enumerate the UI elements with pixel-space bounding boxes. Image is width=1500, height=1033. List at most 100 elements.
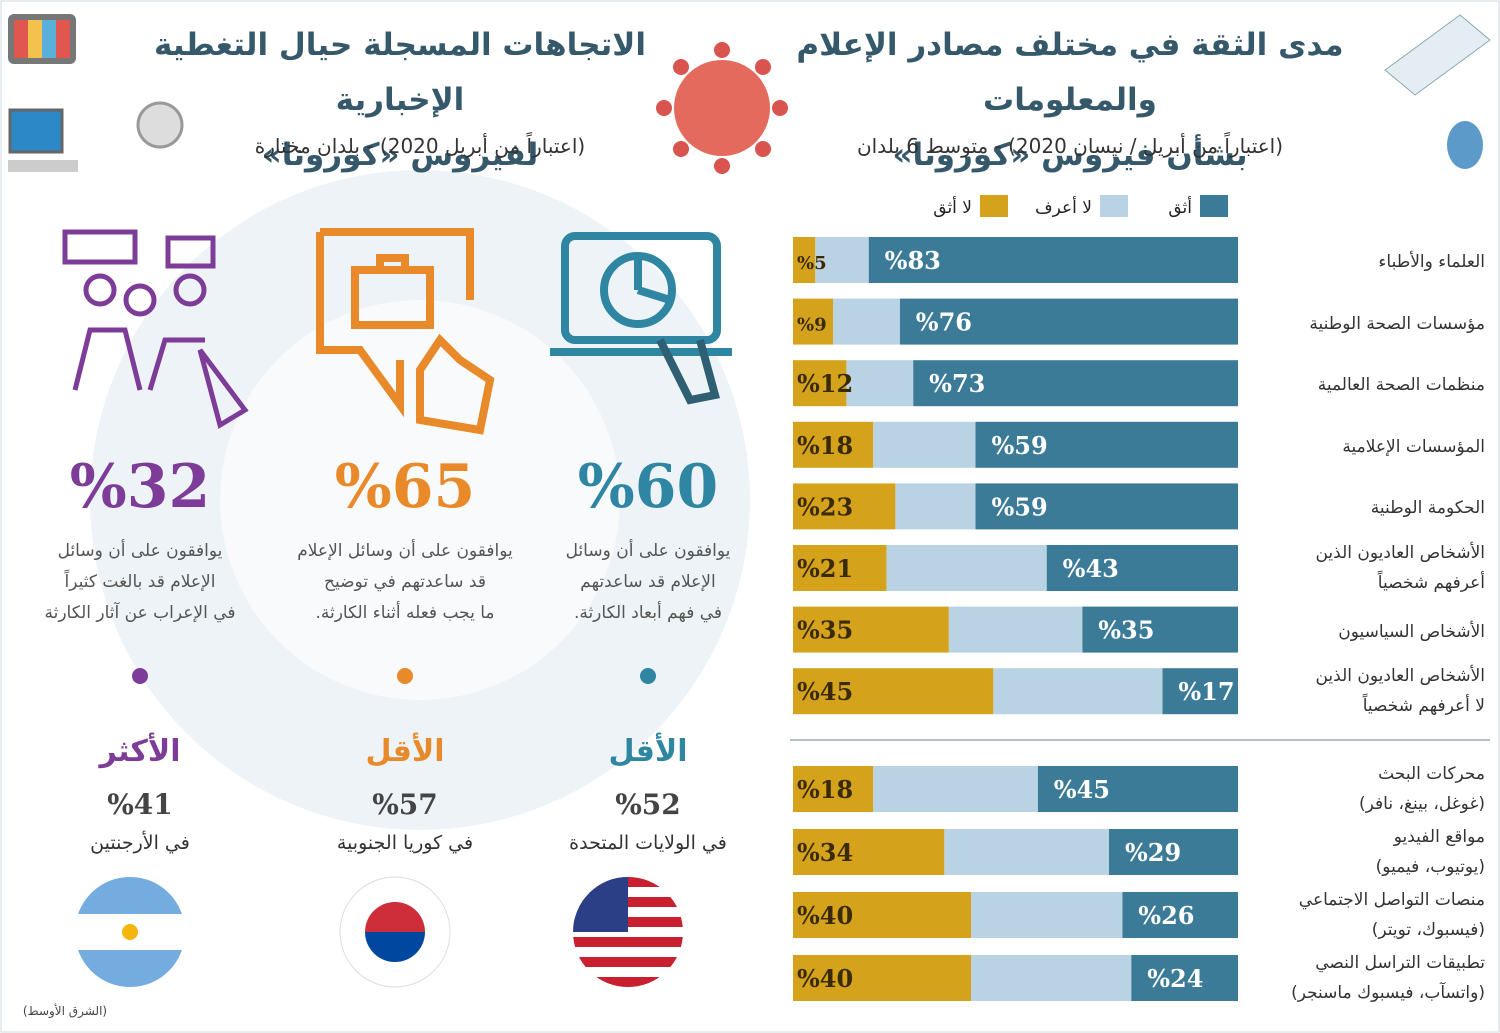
legend-label: لا أثق	[933, 196, 972, 218]
category-label: محركات البحث (غوغل، بينغ، نافر)	[1359, 764, 1485, 814]
value-label: %40	[797, 901, 853, 930]
bar-segment	[793, 421, 874, 468]
bar-segment	[793, 360, 847, 407]
category-label: الحكومة الوطنية	[1370, 498, 1485, 519]
stat-rank: الأكثر	[99, 734, 181, 769]
click-icon	[316, 228, 495, 435]
stat-rank: الأقل	[365, 734, 445, 769]
flag-canton	[573, 877, 628, 932]
dot	[640, 668, 656, 684]
country-name: في الأرجنتين	[90, 832, 190, 854]
left-subtitle: (اعتباراً من أبريل 2020) - بلدان مختارة	[254, 134, 586, 158]
bar-segment	[1131, 955, 1238, 1001]
legend-label: أثق	[1168, 196, 1192, 218]
value-label: %29	[1125, 838, 1181, 867]
category-label: تطبيقات التراسل النصي (واتسآب، فيسبوك ما…	[1291, 953, 1485, 1003]
laptop-icon	[550, 232, 732, 405]
country-value: %41	[107, 788, 173, 821]
bar-segment	[793, 483, 896, 530]
category-label: منصات التواصل الاجتماعي (فيسبوك، تويتر)	[1298, 890, 1485, 940]
category-label: المؤسسات الإعلامية	[1342, 436, 1485, 457]
bar-segment	[1082, 606, 1238, 653]
stat-text: يوافقون على أن وسائل الإعلام قد بالغت كث…	[44, 541, 236, 623]
value-label: %18	[797, 431, 853, 460]
category-label: الأشخاص العاديون الذين لا أعرفهم شخصياً	[1315, 666, 1485, 717]
bar-segment	[886, 545, 1047, 591]
webcam-icon	[136, 101, 184, 149]
value-label: %45	[1054, 775, 1110, 804]
value-label: %24	[1147, 964, 1203, 993]
value-label: %40	[797, 964, 853, 993]
dot	[397, 668, 413, 684]
bar-segment	[913, 360, 1238, 407]
value-label: %35	[1098, 616, 1154, 645]
stat-text: يوافقون على أن وسائل الإعلام قد ساعدتهم …	[297, 541, 513, 623]
tv-icon	[8, 14, 76, 64]
flag-stripe	[573, 977, 683, 987]
source: (الشرق الأوسط)	[22, 1004, 108, 1018]
value-label: %43	[1063, 554, 1119, 583]
bar-segment	[971, 892, 1123, 938]
bar-segment	[1122, 892, 1238, 938]
bar-segment	[1046, 545, 1238, 591]
category-label: الأشخاص العاديون الذين أعرفهم شخصياً	[1315, 543, 1485, 593]
stat-value: %60	[577, 452, 719, 522]
protest-icon	[62, 229, 249, 429]
bar-segment	[793, 545, 887, 591]
bar-segment	[793, 237, 816, 283]
value-label: %73	[929, 369, 985, 398]
legend-swatch	[1200, 195, 1228, 217]
dot	[132, 668, 148, 684]
flag-stripe	[573, 937, 683, 947]
right-subtitle: (اعتباراً من أبريل / نيسان 2020) - متوسط…	[856, 134, 1284, 158]
value-label: %34	[797, 838, 853, 867]
bar-segment	[793, 829, 945, 875]
legend-label: لا أعرف	[1035, 196, 1092, 218]
value-label: %83	[885, 246, 941, 275]
value-label: %76	[916, 308, 972, 337]
flag-taegeuk	[365, 902, 425, 932]
country-name: في كوريا الجنوبية	[336, 832, 474, 854]
stat-rank: الأقل	[608, 734, 688, 769]
value-label: %23	[797, 492, 853, 521]
category-label: العلماء والأطباء	[1378, 252, 1485, 272]
bar-segment	[993, 668, 1163, 715]
bar-segment	[944, 829, 1109, 875]
right-title: مدى الثقة في مختلف مصادر الإعلام والمعلو…	[796, 27, 1344, 173]
virus-icon	[656, 42, 788, 174]
bar-segment	[971, 955, 1132, 1001]
value-label: %17	[1178, 677, 1234, 706]
value-label: %26	[1138, 901, 1194, 930]
flag-stripe	[573, 947, 683, 957]
bar-segment	[975, 421, 1238, 468]
category-label: الأشخاص السياسيون	[1338, 621, 1485, 642]
bar-segment	[873, 766, 1038, 812]
bar-segment	[868, 237, 1238, 283]
legend-swatch	[1100, 195, 1128, 217]
bar-segment	[1037, 766, 1238, 812]
flag-band	[75, 877, 185, 914]
bar-segment	[873, 421, 976, 468]
value-label: %5	[797, 253, 827, 274]
value-label: %59	[991, 492, 1047, 521]
bar-segment	[846, 360, 914, 407]
newspaper-icon	[1384, 14, 1491, 96]
value-label: %12	[797, 369, 853, 398]
bar-segment	[833, 298, 900, 345]
value-label: %45	[797, 677, 853, 706]
value-label: %21	[797, 554, 853, 583]
flag-stripe	[573, 967, 683, 977]
flag-band	[75, 950, 185, 987]
bar-segment	[793, 892, 971, 938]
bar-segment	[899, 298, 1238, 345]
bar-segment	[948, 606, 1083, 653]
category-label: منظمات الصحة العالمية	[1317, 375, 1485, 396]
value-label: %18	[797, 775, 853, 804]
country-name: في الولايات المتحدة	[569, 832, 727, 854]
legend-swatch	[980, 195, 1008, 217]
satellite-icon	[1447, 121, 1483, 169]
flag-sun	[122, 924, 138, 940]
bar-segment	[793, 668, 994, 715]
